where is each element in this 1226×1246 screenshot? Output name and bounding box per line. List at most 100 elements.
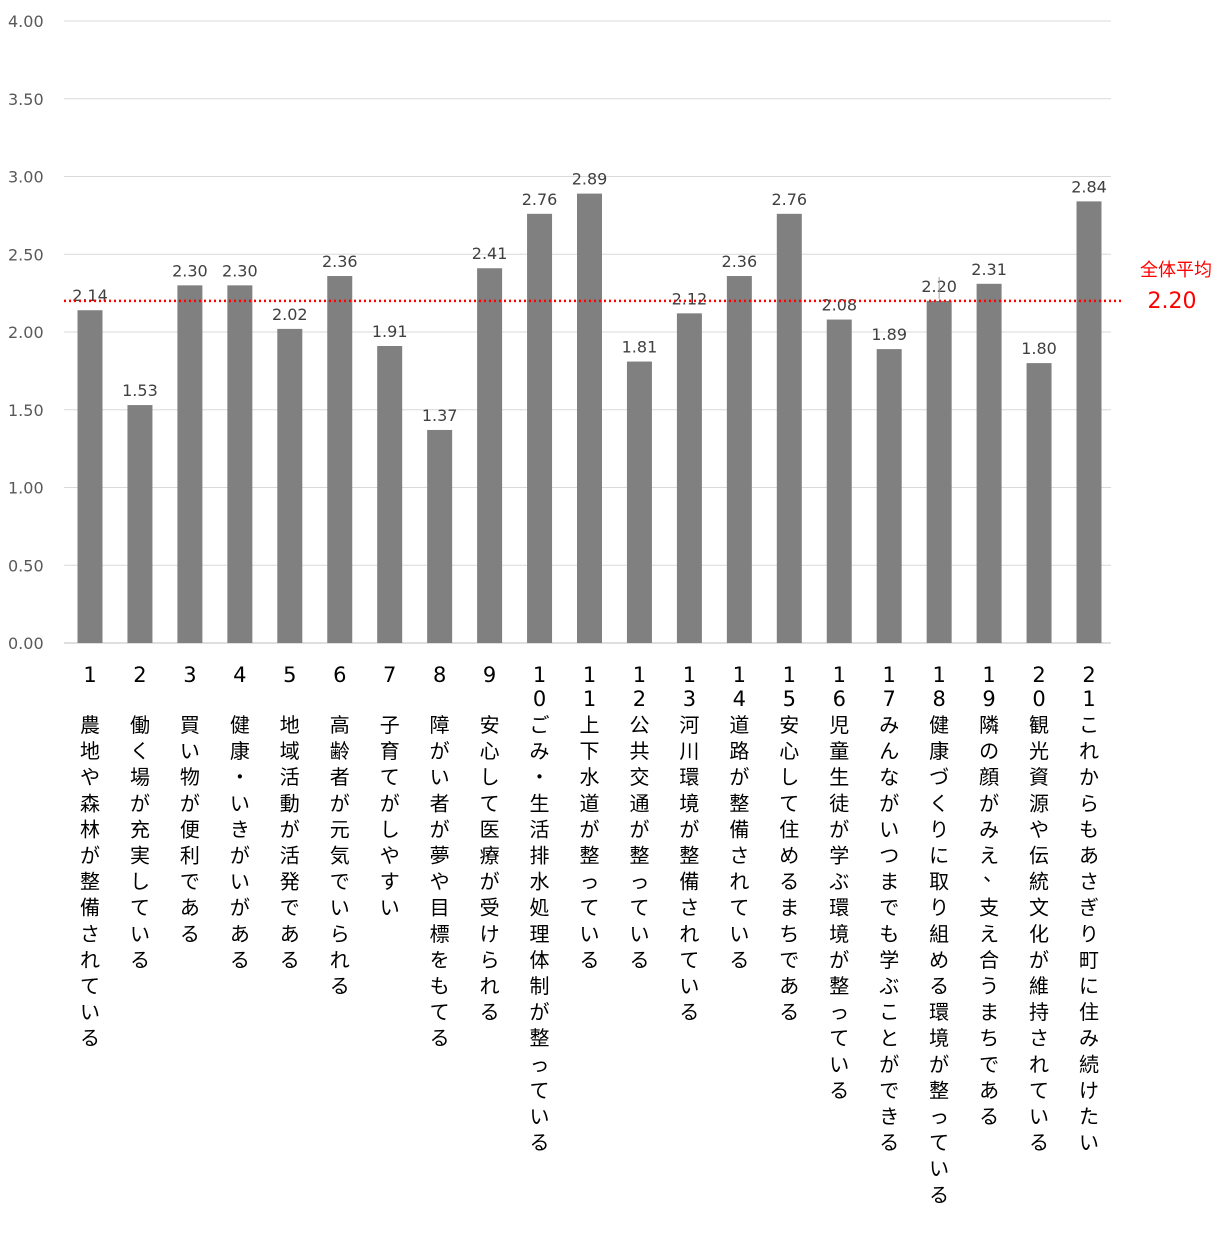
data-label: 1.80 (1021, 339, 1057, 358)
category-label-char: て (829, 1026, 849, 1050)
category-label-char: 学 (879, 948, 899, 972)
bar (676, 313, 702, 643)
category-label-char: ま (979, 1000, 999, 1024)
category-label-char: 水 (580, 765, 600, 789)
category-label-char: て (580, 896, 600, 920)
data-label: 2.76 (771, 190, 807, 209)
category-label-char: 整 (80, 870, 100, 894)
category-label-char: 交 (629, 765, 649, 789)
category-number-digit: 2 (633, 687, 646, 711)
category-label-char: る (879, 1131, 899, 1155)
category-label-char: 源 (1029, 791, 1049, 815)
category-label-char: つ (879, 844, 899, 868)
category-number-digit: 1 (982, 663, 995, 687)
bar (826, 319, 852, 643)
category-label-char: が (80, 844, 100, 868)
category-number-digit: 2 (1032, 663, 1045, 687)
category-label-char: 児 (829, 713, 849, 737)
category-number-digit: 1 (932, 663, 945, 687)
category-label-char: 取 (929, 870, 949, 894)
category-label-char: る (679, 1000, 699, 1024)
category-label-char: で (879, 896, 899, 920)
category-label-char: る (580, 948, 600, 972)
category-label-char: が (580, 817, 600, 841)
category-label-char: 共 (629, 739, 649, 763)
category-label-char: 林 (80, 817, 100, 841)
y-tick-label: 3.00 (8, 168, 44, 187)
category-label-char: え (979, 922, 999, 946)
category-label-char: や (430, 870, 450, 894)
category-label-char: い (430, 765, 450, 789)
category-label-char: こ (879, 1000, 899, 1024)
category-label-char: 備 (729, 817, 749, 841)
category-label-char: ・ (230, 765, 250, 789)
category-number-digit: 6 (333, 663, 346, 687)
category-label-char: 環 (679, 765, 699, 789)
category-label-char: 充 (130, 817, 150, 841)
category-label-char: れ (1079, 739, 1099, 763)
category-label-char: え (979, 844, 999, 868)
category-label-char: し (380, 817, 400, 841)
category-label-char: 高 (330, 713, 350, 737)
category-label-char: い (1029, 1105, 1049, 1129)
data-label: 2.41 (472, 244, 508, 263)
category-label-char: 通 (629, 791, 649, 815)
category-label-char: あ (280, 922, 300, 946)
category-label-char: あ (779, 974, 799, 998)
bar (377, 345, 403, 643)
category-label-char: れ (480, 974, 500, 998)
category-label-char: を (430, 948, 450, 972)
category-label-char: ぎ (1079, 896, 1099, 920)
category-label-char: 生 (530, 791, 550, 815)
category-number-digit: 3 (683, 687, 696, 711)
category-label-char: 者 (430, 791, 450, 815)
category-label-char: 目 (430, 896, 450, 920)
data-label: 2.36 (722, 252, 758, 271)
y-tick-label: 1.00 (8, 479, 44, 498)
category-label-char: き (879, 1105, 899, 1129)
category-label-char: 持 (1029, 1000, 1049, 1024)
category-label-char: 続 (1079, 1052, 1099, 1076)
category-label-char: 住 (779, 817, 799, 841)
category-label-char: 働 (130, 713, 150, 737)
bar (577, 193, 602, 644)
category-label-char: 康 (230, 739, 250, 763)
category-label-char: っ (929, 1105, 949, 1129)
category-label-char: 文 (1029, 896, 1049, 920)
data-labels: 2.14 1.53 2.30 2.30 2.02 2.36 1.91 1.37 2.41 2.76… (72, 170, 1107, 425)
category-label-char: て (80, 974, 100, 998)
data-label: 1.89 (871, 325, 907, 344)
bar (626, 361, 652, 643)
category-label-char: っ (829, 1000, 849, 1024)
category-number-digit: 1 (583, 687, 596, 711)
category-label-char: ら (1079, 791, 1099, 815)
category-label-char: 気 (330, 844, 350, 868)
category-label-char: る (829, 1078, 849, 1102)
category-label-char: め (779, 844, 799, 868)
category-label-char: さ (80, 922, 100, 946)
data-label: 1.91 (372, 322, 408, 341)
category-label-char: ぶ (879, 974, 899, 998)
category-label-char: る (280, 948, 300, 972)
category-label-char: て (679, 948, 699, 972)
category-label-char: 実 (130, 844, 150, 868)
bar (1026, 363, 1052, 643)
category-label-char: さ (1029, 1026, 1049, 1050)
category-label-char: 農 (80, 713, 100, 737)
category-label-char: 環 (929, 1000, 949, 1024)
category-label-char: ま (779, 896, 799, 920)
category-label-char: っ (530, 1052, 550, 1076)
y-tick-label: 0.00 (8, 634, 44, 653)
category-label-char: 合 (979, 948, 999, 972)
category-label-char: あ (230, 922, 250, 946)
category-label-char: る (629, 948, 649, 972)
category-label-char: 整 (679, 844, 699, 868)
category-label-char: が (230, 896, 250, 920)
category-label-char: が (330, 791, 350, 815)
category-label-char: 健 (929, 713, 949, 737)
category-label-char: ま (879, 870, 899, 894)
y-tick-label: 2.00 (8, 323, 44, 342)
category-label-char: 川 (679, 739, 699, 763)
category-label-char: し (130, 870, 150, 894)
category-label-char: い (879, 817, 899, 841)
